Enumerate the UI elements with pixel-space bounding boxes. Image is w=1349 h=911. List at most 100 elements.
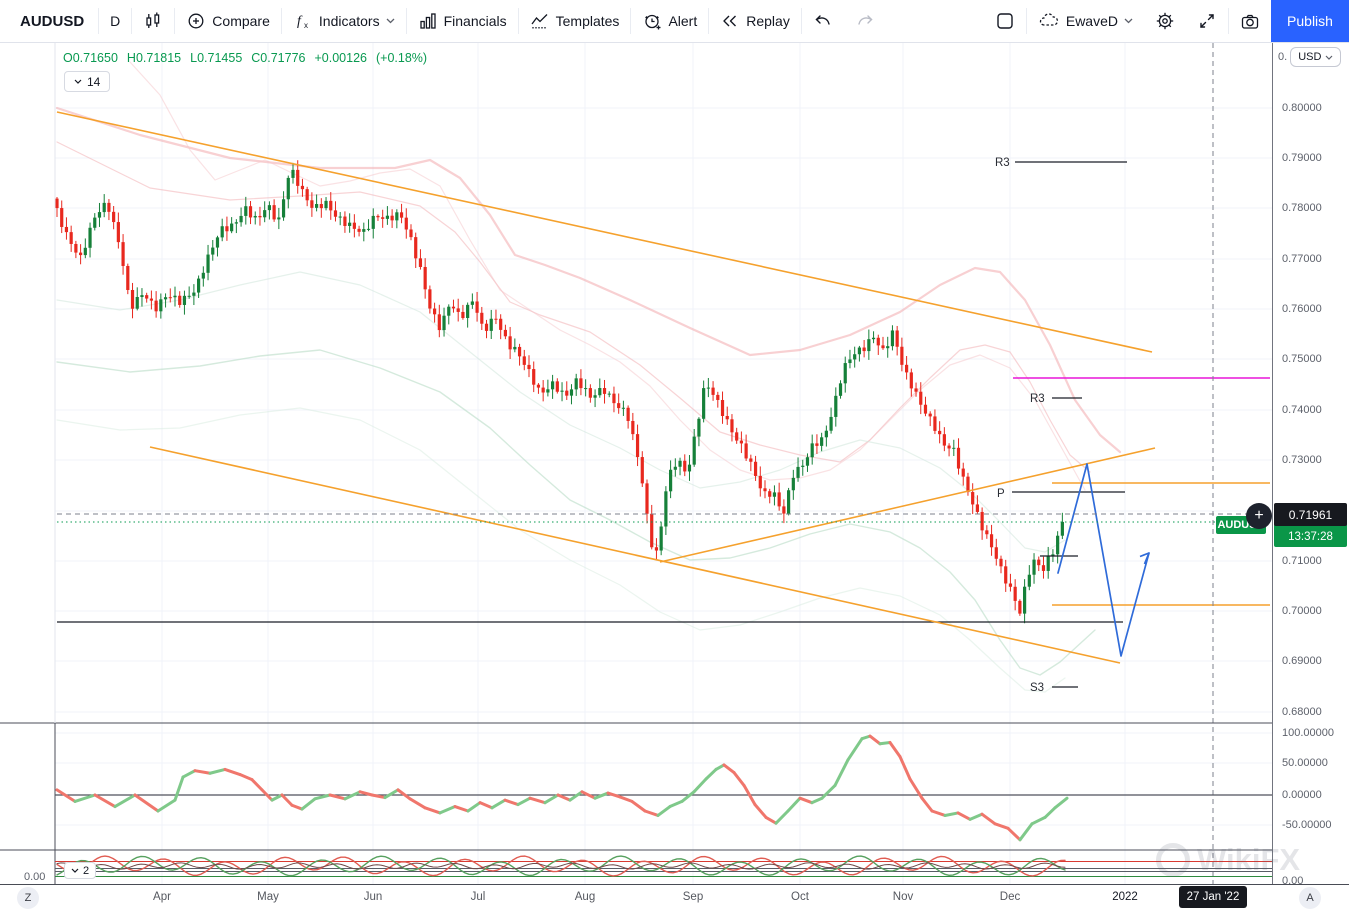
- single-layout-icon: [997, 13, 1013, 29]
- chart-type-button[interactable]: [132, 6, 174, 36]
- pane-separators: [0, 43, 1272, 884]
- templates-label: Templates: [555, 13, 620, 29]
- toolbar-separator: [708, 8, 710, 34]
- rewind-icon: [723, 15, 737, 27]
- toolbar-separator: [405, 8, 407, 34]
- time-tick: 2022: [1112, 891, 1138, 903]
- price-tick: 0.73000: [1282, 454, 1322, 466]
- rising-wedge-line[interactable]: [659, 447, 1156, 563]
- ohlc-legend: O0.71650 H0.71815 L0.71455 C0.71776 +0.00126…: [63, 51, 427, 65]
- pivot-label-r3: R3: [1030, 393, 1045, 405]
- time-tick: Dec: [999, 891, 1021, 903]
- chevron-down-icon: [386, 18, 395, 24]
- pane3-legend-collapse-button[interactable]: 2: [64, 862, 97, 879]
- currency-selector[interactable]: USD: [1290, 47, 1342, 67]
- redo-button[interactable]: [844, 6, 886, 36]
- indicators-button[interactable]: f x Indicators: [282, 6, 406, 36]
- pivot-levels: R3 R3 P S3: [995, 157, 1127, 694]
- ohlc-token: +0.00126: [314, 51, 367, 65]
- snapshot-button[interactable]: [1229, 6, 1271, 36]
- price-tick: 0.75000: [1282, 353, 1322, 365]
- top-toolbar: AUDUSD D Compare f x Indicators: [0, 0, 1349, 43]
- alarm-clock-icon: [645, 14, 661, 30]
- lower-trendline[interactable]: [149, 446, 1121, 664]
- upper-trendline[interactable]: [56, 111, 1153, 353]
- price-tick: 0.77000: [1282, 253, 1322, 265]
- layout-name-label: EwaveD: [1065, 13, 1118, 29]
- plus-circle-icon: [188, 13, 204, 29]
- oscillator-tick: 50.00000: [1282, 757, 1328, 769]
- toolbar-separator: [1228, 8, 1229, 34]
- ohlc-token: H0.71815: [126, 51, 182, 65]
- financials-button[interactable]: Financials: [407, 6, 518, 36]
- indicators-label: Indicators: [318, 13, 380, 29]
- time-tick: May: [257, 891, 279, 903]
- pane3-left-tick: 0.00: [24, 871, 46, 883]
- price-tick: 0.68000: [1282, 706, 1322, 718]
- toolbar-separator: [98, 8, 100, 34]
- candlesticks: [55, 160, 1064, 624]
- redo-icon: [858, 15, 873, 25]
- undo-button[interactable]: [802, 6, 844, 36]
- toolbar-right-group: EwaveD: [984, 0, 1349, 42]
- compare-label: Compare: [212, 13, 270, 29]
- compare-button[interactable]: Compare: [175, 6, 281, 36]
- fullscreen-button[interactable]: [1186, 6, 1228, 36]
- time-tick: Oct: [791, 891, 809, 903]
- cloud-layout-button[interactable]: EwaveD: [1027, 6, 1144, 36]
- price-tick: 0.70000: [1282, 605, 1322, 617]
- crosshair-price-badge: 0.71961: [1274, 503, 1347, 526]
- template-chart-icon: [531, 14, 548, 29]
- crosshair-date-badge: 27 Jan '22: [1179, 886, 1247, 908]
- publish-button[interactable]: Publish: [1271, 0, 1349, 42]
- camera-icon: [1241, 14, 1259, 29]
- time-scale[interactable]: Apr May Jun Jul Aug Sep Oct Nov Dec 2022: [0, 884, 1349, 911]
- fullscreen-icon: [1200, 14, 1214, 28]
- crosshair: [57, 43, 1272, 884]
- ohlc-token: (+0.18%): [375, 51, 428, 65]
- symbol-button[interactable]: AUDUSD: [6, 6, 98, 36]
- pivot-label-r3: R3: [995, 157, 1010, 169]
- ohlc-token: O0.71650: [63, 51, 118, 65]
- price-scale[interactable]: 0. USD 0.80000 0.79000 0.78000 0.77000 0.760…: [1272, 42, 1349, 887]
- autoscale-button[interactable]: A: [1299, 887, 1321, 909]
- price-tick: 0.74000: [1282, 404, 1322, 416]
- timezone-button[interactable]: Z: [17, 887, 39, 909]
- svg-text:x: x: [304, 21, 308, 30]
- candlestick-icon: [146, 12, 160, 28]
- time-tick: Nov: [892, 891, 914, 903]
- price-tick: 0.79000: [1282, 152, 1322, 164]
- layout-select-button[interactable]: [984, 6, 1026, 36]
- add-alert-plus-button[interactable]: +: [1246, 503, 1272, 529]
- pivot-label-p: P: [997, 488, 1005, 500]
- replay-label: Replay: [746, 13, 790, 29]
- toolbar-separator: [280, 8, 282, 34]
- function-icon: f x: [297, 14, 308, 30]
- toolbar-separator: [800, 8, 802, 34]
- undo-icon: [815, 15, 830, 25]
- toolbar-separator: [131, 8, 133, 34]
- time-tick: Jun: [363, 891, 383, 903]
- oscillator-tick: 100.00000: [1282, 727, 1334, 739]
- price-tick: 0.69000: [1282, 655, 1322, 667]
- ohlc-token: C0.71776: [251, 51, 306, 65]
- toolbar-separator: [630, 8, 632, 34]
- settings-button[interactable]: [1144, 6, 1186, 36]
- bar-countdown: 13:37:28: [1288, 531, 1333, 543]
- elliott-projection: [1057, 463, 1150, 657]
- price-tick: 0.78000: [1282, 202, 1322, 214]
- interval-button[interactable]: D: [99, 6, 131, 36]
- chevron-down-icon: [1325, 55, 1333, 60]
- price-tick: 0.80000: [1282, 102, 1322, 114]
- cloud-icon: [1039, 13, 1058, 26]
- replay-button[interactable]: Replay: [709, 6, 801, 36]
- grid: [55, 43, 1272, 884]
- truncated-price-label: 0.: [1278, 51, 1288, 63]
- time-tick: Apr: [153, 891, 171, 903]
- toolbar-separator: [174, 8, 176, 34]
- templates-button[interactable]: Templates: [519, 6, 631, 36]
- alert-button[interactable]: Alert: [631, 6, 708, 36]
- lower-indicator-pane: [55, 855, 1272, 877]
- legend-collapse-button[interactable]: 14: [64, 71, 111, 92]
